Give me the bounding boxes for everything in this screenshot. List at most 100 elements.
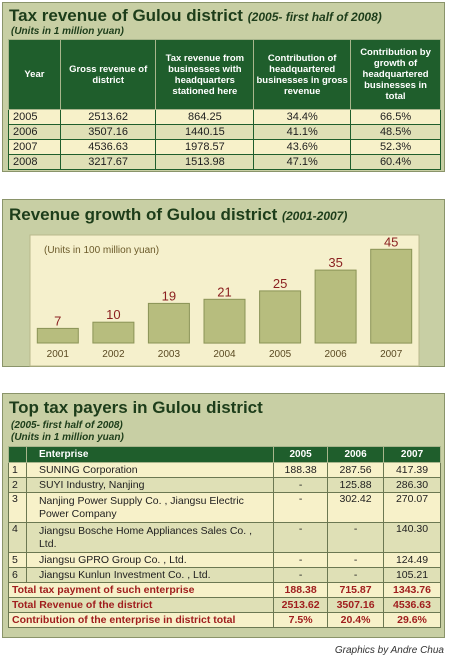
chart-subtitle: (2001-2007) xyxy=(281,209,348,223)
value-2006-cell: 287.56 xyxy=(327,462,385,478)
value-2007-cell: 286.30 xyxy=(383,477,441,493)
col-header-contribution: Contribution of headquartered businesses… xyxy=(253,39,352,110)
table-row: 2005 2513.62 864.25 34.4% 66.5% xyxy=(8,109,441,125)
bar-value-label: 45 xyxy=(384,234,398,249)
total-label: Total Revenue of the district xyxy=(7,597,275,613)
value-2005-cell: - xyxy=(273,522,329,553)
col-header-2007: 2007 xyxy=(383,446,441,463)
enterprise-cell: Jiangsu Kunlun Investment Co. , Ltd. xyxy=(25,567,275,583)
bar-value-label: 25 xyxy=(273,276,287,291)
tax-cell: 864.25 xyxy=(155,109,255,125)
contribution-cell: 34.4% xyxy=(253,109,352,125)
enterprise-cell: Jiangsu Bosche Home Appliances Sales Co.… xyxy=(25,522,275,553)
value-2007-cell: 105.21 xyxy=(383,567,441,583)
year-cell: 2005 xyxy=(8,109,61,125)
x-tick-label: 2001 xyxy=(47,349,70,360)
value-2005-cell: - xyxy=(273,492,329,523)
col-header-2006: 2006 xyxy=(327,446,385,463)
contribution-cell: 47.1% xyxy=(253,154,352,170)
bar-value-label: 19 xyxy=(162,288,176,303)
x-tick-label: 2004 xyxy=(213,349,236,360)
bar-2007 xyxy=(370,248,413,344)
top-taxpayers-title: Top tax payers in Gulou district xyxy=(9,398,263,417)
x-tick-label: 2002 xyxy=(102,349,125,360)
gross-cell: 2513.62 xyxy=(59,109,157,125)
value-2006-cell: - xyxy=(327,567,385,583)
col-header-year: Year xyxy=(8,39,61,110)
bar-value-label: 35 xyxy=(328,255,342,270)
rank-cell: 2 xyxy=(8,477,27,493)
tax-revenue-table: Year Gross revenue of district Tax reven… xyxy=(8,39,441,170)
total-2007-cell: 4536.63 xyxy=(383,597,441,613)
tax-cell: 1440.15 xyxy=(155,124,255,140)
col-header-gross: Gross revenue of district xyxy=(59,39,157,110)
table-row: 1 SUNING Corporation 188.38 287.56 417.3… xyxy=(8,462,441,478)
col-header-rank xyxy=(8,446,27,463)
tax-revenue-subtitle: (2005- first half of 2008) xyxy=(247,10,382,24)
bar-value-label: 21 xyxy=(217,284,231,299)
col-header-tax-hq: Tax revenue from businesses with headqua… xyxy=(155,39,255,110)
table-row: 3 Nanjing Power Supply Co. , Jiangsu Ele… xyxy=(8,492,441,523)
value-2006-cell: 125.88 xyxy=(327,477,385,493)
table-row: 4 Jiangsu Bosche Home Appliances Sales C… xyxy=(8,522,441,553)
bar-2003 xyxy=(147,302,190,344)
top-taxpayers-subtitle: (2005- first half of 2008) xyxy=(11,420,123,431)
total-label: Total tax payment of such enterprise xyxy=(7,582,275,598)
table-row: 2007 4536.63 1978.57 43.6% 52.3% xyxy=(8,139,441,155)
table-row: 2008 3217.67 1513.98 47.1% 60.4% xyxy=(8,154,441,170)
top-taxpayers-header-row: Enterprise 2005 2006 2007 xyxy=(8,446,441,463)
total-2006-cell: 3507.16 xyxy=(327,597,385,613)
rank-cell: 1 xyxy=(8,462,27,478)
total-row: Contribution of the enterprise in distri… xyxy=(7,612,441,628)
value-2006-cell: - xyxy=(327,552,385,568)
top-taxpayers-units: (Units in 1 million yuan) xyxy=(11,432,124,443)
bar-value-label: 10 xyxy=(106,307,120,322)
growth-cell: 66.5% xyxy=(350,109,441,125)
year-cell: 2008 xyxy=(8,154,61,170)
x-tick-label: 2007 xyxy=(380,349,403,360)
value-2007-cell: 270.07 xyxy=(383,492,441,523)
revenue-chart-title-row: Revenue growth of Gulou district (2001-2… xyxy=(9,205,347,225)
total-2006-cell: 715.87 xyxy=(327,582,385,598)
value-2006-cell: 302.42 xyxy=(327,492,385,523)
enterprise-cell: SUNING Corporation xyxy=(25,462,275,478)
chart-units-label: (Units in 100 million yuan) xyxy=(44,245,159,256)
enterprise-cell: Nanjing Power Supply Co. , Jiangsu Elect… xyxy=(25,492,275,523)
contribution-cell: 43.6% xyxy=(253,139,352,155)
gross-cell: 3507.16 xyxy=(59,124,157,140)
tax-revenue-units: (Units in 1 million yuan) xyxy=(11,26,124,37)
value-2007-cell: 417.39 xyxy=(383,462,441,478)
total-2005-cell: 188.38 xyxy=(273,582,329,598)
total-row: Total tax payment of such enterprise 188… xyxy=(7,582,441,598)
revenue-chart-panel: Revenue growth of Gulou district (2001-2… xyxy=(2,199,445,367)
bars-group: 7 2001 10 2002 19 2003 21 2004 25 2005 35 2006 45 200… xyxy=(36,234,413,360)
value-2007-cell: 140.30 xyxy=(383,522,441,553)
rank-cell: 4 xyxy=(8,522,27,553)
growth-cell: 52.3% xyxy=(350,139,441,155)
growth-cell: 48.5% xyxy=(350,124,441,140)
bar-2006 xyxy=(314,269,357,344)
value-2005-cell: 188.38 xyxy=(273,462,329,478)
value-2006-cell: - xyxy=(327,522,385,553)
contribution-cell: 41.1% xyxy=(253,124,352,140)
total-2005-cell: 7.5% xyxy=(273,612,329,628)
gross-cell: 4536.63 xyxy=(59,139,157,155)
enterprise-cell: Jiangsu GPRO Group Co. , Ltd. xyxy=(25,552,275,568)
enterprise-cell: SUYI Industry, Nanjing xyxy=(25,477,275,493)
table-row: 2 SUYI Industry, Nanjing - 125.88 286.30 xyxy=(8,477,441,493)
bar-2004 xyxy=(203,298,246,344)
tax-cell: 1978.57 xyxy=(155,139,255,155)
year-cell: 2006 xyxy=(8,124,61,140)
value-2005-cell: - xyxy=(273,567,329,583)
tax-revenue-title-row: Tax revenue of Gulou district (2005- fir… xyxy=(9,6,382,26)
total-2007-cell: 29.6% xyxy=(383,612,441,628)
value-2007-cell: 124.49 xyxy=(383,552,441,568)
tax-revenue-header-row: Year Gross revenue of district Tax reven… xyxy=(8,39,441,110)
bar-2001 xyxy=(36,327,79,344)
growth-cell: 60.4% xyxy=(350,154,441,170)
tax-cell: 1513.98 xyxy=(155,154,255,170)
x-tick-label: 2003 xyxy=(158,349,181,360)
rank-cell: 6 xyxy=(8,567,27,583)
col-header-enterprise: Enterprise xyxy=(25,446,275,463)
table-row: 5 Jiangsu GPRO Group Co. , Ltd. - - 124.… xyxy=(8,552,441,568)
